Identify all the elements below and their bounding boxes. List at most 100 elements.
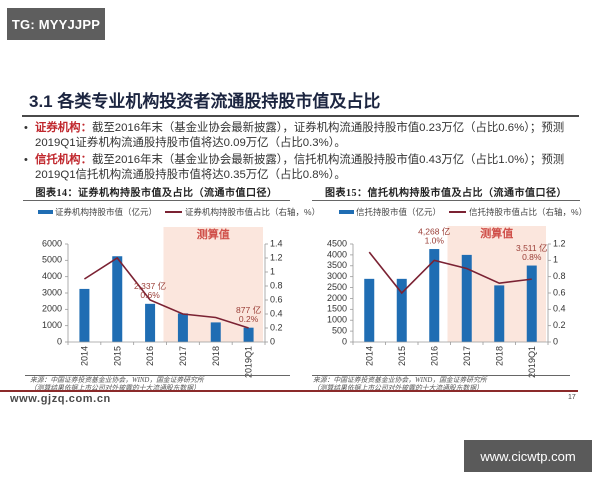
right-tick-label: 0 — [270, 336, 275, 346]
chart-15-source: 来源：中国证券投资基金业协会，WIND，国金证券研究所 （测算结果依据上市公司对… — [313, 377, 487, 393]
right-tick-label: 1 — [270, 266, 275, 276]
x-tick-label: 2018 — [211, 346, 221, 366]
x-tick-label: 2018 — [494, 346, 504, 366]
footer-website: www.gjzq.com.cn — [10, 393, 111, 405]
footer-divider — [0, 390, 578, 392]
left-tick-label: 4000 — [327, 249, 347, 259]
tg-badge-text: TG: MYYJJPP — [11, 16, 101, 32]
x-tick-label: 2019Q1 — [244, 346, 254, 378]
data-annotation: 1.0% — [425, 235, 445, 245]
ratio-line — [368, 251, 532, 295]
bar-2019Q1 — [526, 265, 537, 342]
data-annotation: 877 亿 — [236, 305, 261, 315]
legend-bar-label: 信托持股市值（亿元） — [356, 207, 442, 217]
x-tick-label: 2016 — [429, 346, 439, 366]
bar-2015 — [112, 256, 123, 342]
left-tick-label: 1500 — [327, 304, 347, 314]
bar-2016 — [145, 303, 156, 342]
legend-bar-label: 证券机构持股市值（亿元） — [55, 207, 158, 217]
left-tick-label: 3000 — [42, 287, 62, 297]
bar-2014 — [364, 278, 375, 342]
x-tick-label: 2014 — [364, 346, 374, 366]
data-annotation: 0.6% — [140, 290, 160, 300]
bullet-text: 截至2016年末（基金业协会最新披露），信托机构流通股持股市值0.43万亿（占比… — [35, 154, 565, 181]
tg-badge: TG: MYYJJPP — [7, 8, 105, 40]
bar-2017 — [461, 254, 472, 342]
data-annotation: 3,511 亿 — [516, 243, 548, 253]
data-annotation: 0.8% — [522, 252, 542, 262]
ratio-line — [83, 256, 249, 329]
right-tick-label: 0 — [553, 336, 558, 346]
legend-bar-swatch-icon — [38, 210, 53, 214]
right-tick-label: 0.6 — [553, 287, 566, 297]
chart-14-source: 来源：中国证券投资基金业协会，WIND，国金证券研究所 （测算结果依据上市公司对… — [30, 377, 204, 393]
forecast-label: 测算值 — [480, 226, 513, 240]
legend-line-swatch-icon — [449, 211, 467, 213]
bullet-item-securities: • 证券机构：截至2016年末（基金业协会最新披露），证券机构流通股持股市值0.… — [24, 121, 580, 150]
left-tick-label: 5000 — [42, 255, 62, 265]
legend-line-label: 证券机构持股市值占比（右轴，%） — [185, 207, 321, 217]
right-tick-label: 1.4 — [270, 238, 283, 248]
left-tick-label: 3500 — [327, 260, 347, 270]
left-tick-label: 2500 — [327, 282, 347, 292]
legend-line-label: 信托持股市值占比（右轴，%） — [469, 207, 588, 217]
bar-2016 — [429, 249, 440, 342]
right-tick-label: 1.2 — [553, 238, 566, 248]
bar-2019Q1 — [243, 327, 254, 342]
right-tick-label: 0.4 — [553, 304, 566, 314]
source-line: （测算结果依据上市公司对外披露的十大流通股东数据） — [313, 385, 483, 392]
left-tick-label: 4000 — [42, 271, 62, 281]
x-tick-label: 2019Q1 — [527, 346, 537, 378]
chart-14-title: 图表14：证券机构持股市值及占比（流通市值口径） — [35, 188, 278, 199]
left-tick-label: 500 — [332, 325, 347, 335]
x-tick-label: 2017 — [462, 346, 472, 366]
chart-14-source-divider — [25, 375, 290, 376]
data-annotation: 2,337 亿 — [134, 281, 166, 291]
bullet-label: 信托机构： — [35, 154, 92, 166]
x-tick-label: 2016 — [145, 346, 155, 366]
bullet-text: 截至2016年末（基金业协会最新披露），证券机构流通股持股市值0.23万亿（占比… — [35, 122, 565, 149]
right-tick-label: 0.8 — [553, 271, 566, 281]
x-tick-label: 2014 — [79, 346, 89, 366]
bullet-dot-icon: • — [24, 122, 28, 134]
x-tick-label: 2015 — [397, 346, 407, 366]
right-tick-label: 0.2 — [270, 322, 283, 332]
chart-15-title-divider — [312, 200, 580, 201]
left-tick-label: 6000 — [42, 238, 62, 248]
x-tick-label: 2015 — [112, 346, 122, 366]
watermark-text: www.cicwtp.com — [480, 448, 576, 464]
left-tick-label: 3000 — [327, 271, 347, 281]
left-tick-label: 0 — [342, 336, 347, 346]
watermark-badge: www.cicwtp.com — [464, 440, 592, 472]
source-line: 来源：中国证券投资基金业协会，WIND，国金证券研究所 — [30, 377, 204, 384]
chart-14-title-divider — [23, 200, 290, 201]
source-line: （测算结果依据上市公司对外披露的十大流通股东数据） — [30, 385, 200, 392]
chart-14-legend: 证券机构持股市值（亿元） 证券机构持股市值占比（右轴，%） — [38, 206, 320, 218]
right-tick-label: 0.6 — [270, 294, 283, 304]
x-tick-label: 2017 — [178, 346, 188, 366]
left-tick-label: 1000 — [42, 320, 62, 330]
chart-15-legend: 信托持股市值（亿元） 信托持股市值占比（右轴，%） — [339, 206, 587, 218]
slide-title: 3.1 各类专业机构投资者流通股持股市值及占比 — [29, 92, 381, 111]
bullet-list: • 证券机构：截至2016年末（基金业协会最新披露），证券机构流通股持股市值0.… — [24, 121, 580, 185]
bullet-label: 证券机构： — [35, 122, 92, 134]
bar-2014 — [79, 288, 90, 342]
chart-15-title: 图表15：信托机构持股市值及占比（流通市值口径） — [325, 188, 567, 199]
source-line: 来源：中国证券投资基金业协会，WIND，国金证券研究所 — [313, 377, 487, 384]
left-tick-label: 2000 — [42, 304, 62, 314]
data-annotation: 0.2% — [239, 314, 259, 324]
left-tick-label: 4500 — [327, 238, 347, 248]
bar-2018 — [494, 285, 505, 342]
bar-2015 — [396, 278, 407, 342]
left-tick-label: 0 — [57, 336, 62, 346]
legend-bar-swatch-icon — [339, 210, 354, 214]
chart-15-source-divider — [312, 375, 570, 376]
legend-line-swatch-icon — [165, 211, 183, 213]
title-divider — [22, 115, 579, 117]
page-number: 17 — [568, 394, 576, 401]
right-tick-label: 0.2 — [553, 320, 566, 330]
data-annotation: 4,268 亿 — [418, 226, 450, 236]
bar-2018 — [210, 322, 221, 342]
